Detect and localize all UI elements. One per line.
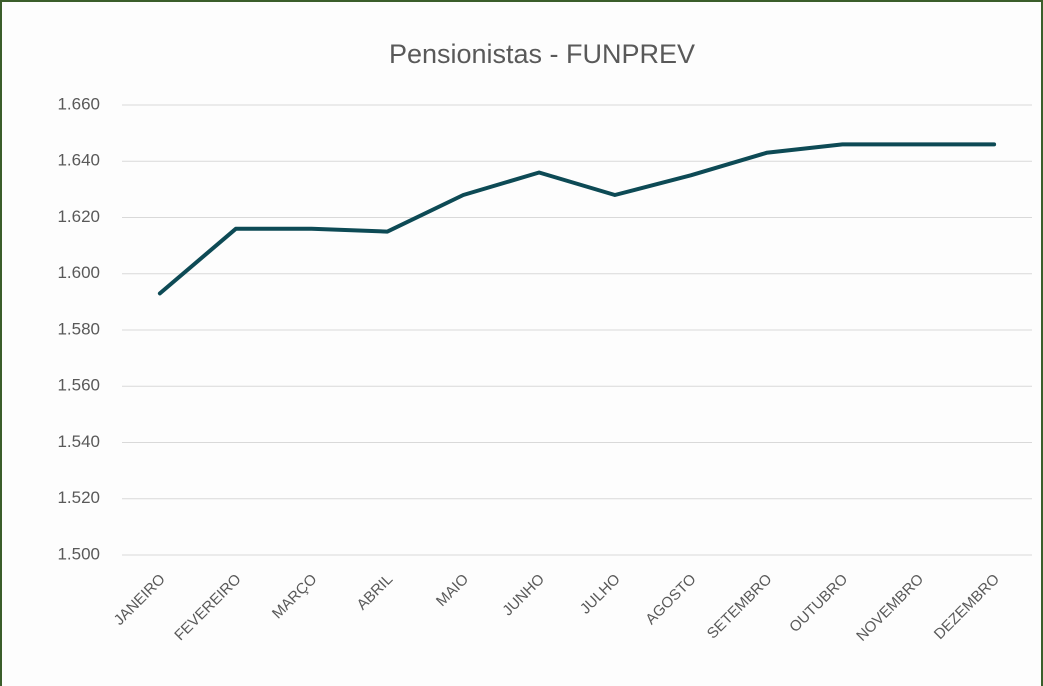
y-tick-label: 1.500 [57,544,100,563]
chart-title: Pensionistas - FUNPREV [389,39,695,69]
y-tick-label: 1.540 [57,432,100,451]
y-tick-label: 1.600 [57,263,100,282]
y-tick-label: 1.580 [57,319,100,338]
y-tick-label: 1.520 [57,488,100,507]
line-series [157,142,997,296]
y-tick-label: 1.560 [57,376,100,395]
y-tick-label: 1.660 [57,94,100,113]
y-tick-label: 1.620 [57,207,100,226]
y-tick-label: 1.640 [57,151,100,170]
